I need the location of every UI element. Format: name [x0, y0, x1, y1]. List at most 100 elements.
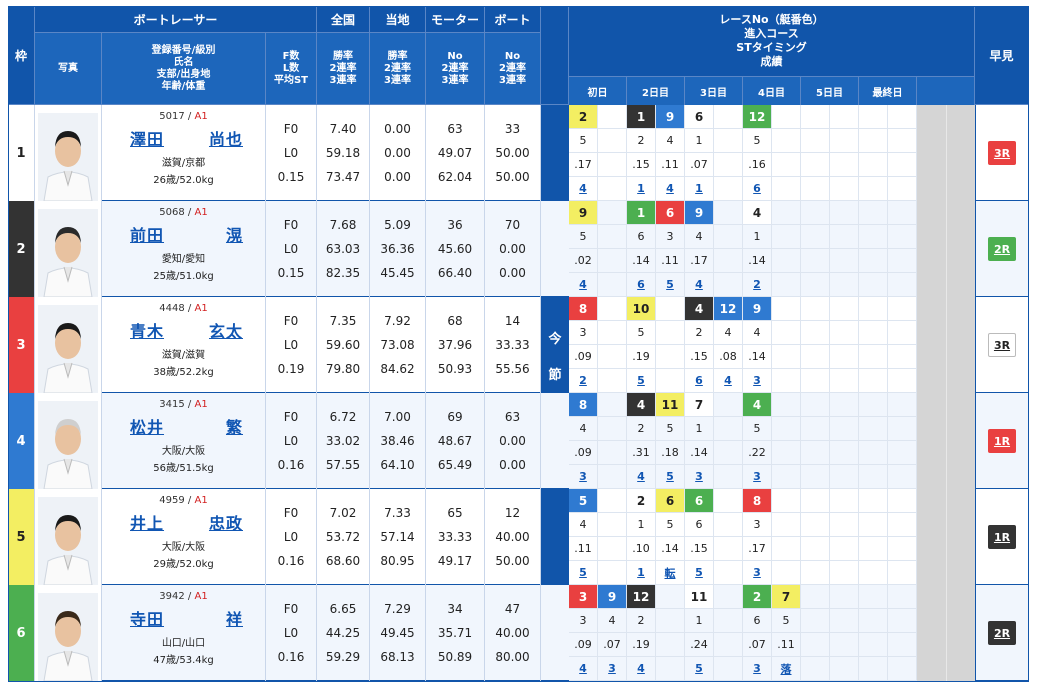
race-cell — [830, 297, 859, 321]
motor-stats: 63 49.07 62.04 — [426, 105, 485, 201]
race-cell — [888, 177, 917, 201]
race-cell — [859, 537, 888, 561]
race-cell — [714, 465, 743, 489]
race-number: 3 — [569, 585, 598, 609]
age-weight: 25歳/51.0kg — [153, 271, 214, 282]
race-cell — [772, 465, 801, 489]
race-number: 9 — [685, 201, 714, 225]
branch: 大阪/大阪 — [161, 446, 206, 457]
hayami-button[interactable]: 1R — [988, 429, 1016, 453]
race-result-link[interactable]: 5 — [656, 273, 685, 297]
race-result-link[interactable]: 3 — [743, 561, 772, 585]
fl-stats: F0 L0 0.16 — [266, 489, 317, 585]
race-cell — [714, 633, 743, 657]
race-result-link[interactable]: 4 — [569, 657, 598, 681]
race-result-link[interactable]: 4 — [627, 465, 656, 489]
race-number: 6 — [656, 489, 685, 513]
day-header-5: 5日目 — [801, 77, 859, 105]
race-cell — [859, 417, 888, 441]
race-result-link[interactable]: 5 — [569, 561, 598, 585]
race-result-link[interactable]: 3 — [743, 369, 772, 393]
race-result-link[interactable]: 2 — [743, 273, 772, 297]
race-cell — [830, 225, 859, 249]
racer-name-link[interactable]: 井上 忠政 — [130, 514, 243, 533]
race-cell — [888, 129, 917, 153]
race-result-link[interactable]: 6 — [627, 273, 656, 297]
race-result-link[interactable]: 3 — [598, 657, 627, 681]
race-cell — [859, 489, 888, 513]
hayami-button[interactable]: 2R — [988, 621, 1016, 645]
race-course: 3 — [569, 609, 598, 633]
race-cell — [888, 537, 917, 561]
race-cell — [859, 177, 888, 201]
race-result-link[interactable]: 3 — [743, 465, 772, 489]
branch: 山口/山口 — [161, 638, 206, 649]
race-st: .31 — [627, 441, 656, 465]
race-result-link[interactable]: 4 — [627, 657, 656, 681]
hayami-button[interactable]: 2R — [988, 237, 1016, 261]
race-result-link[interactable]: 3 — [685, 465, 714, 489]
race-st: .22 — [743, 441, 772, 465]
race-result-link[interactable]: 4 — [569, 273, 598, 297]
touchi-stats: 7.92 73.08 84.62 — [370, 297, 426, 393]
race-cell — [714, 153, 743, 177]
race-cell — [830, 201, 859, 225]
race-result-link[interactable]: 3 — [569, 465, 598, 489]
touchi-stats: 7.00 38.46 64.10 — [370, 393, 426, 489]
branch: 滋賀/滋賀 — [161, 350, 206, 361]
race-result-link[interactable]: 1 — [627, 177, 656, 201]
racer-photo — [35, 297, 102, 393]
race-course: 4 — [685, 225, 714, 249]
race-course: 3 — [743, 513, 772, 537]
racer-name-link[interactable]: 青木 玄太 — [130, 322, 243, 341]
race-st: .17 — [743, 537, 772, 561]
race-result-link[interactable]: 落 — [772, 657, 801, 681]
race-cell — [772, 129, 801, 153]
hayami-button[interactable]: 3R — [988, 141, 1016, 165]
race-course: 2 — [627, 417, 656, 441]
race-cell — [598, 201, 627, 225]
race-cell — [830, 585, 859, 609]
race-cell — [772, 489, 801, 513]
race-result-link[interactable]: 5 — [685, 657, 714, 681]
race-result-link[interactable]: 4 — [569, 177, 598, 201]
race-result-link[interactable]: 5 — [656, 465, 685, 489]
race-cell — [772, 321, 801, 345]
zenkoku-stats: 7.68 63.03 82.35 — [317, 201, 370, 297]
waku-number: 2 — [8, 201, 35, 297]
race-cell — [714, 609, 743, 633]
racer-photo-icon — [38, 593, 98, 681]
racer-name-link[interactable]: 松井繁 — [130, 418, 243, 437]
race-result-link[interactable]: 4 — [685, 273, 714, 297]
race-result-link[interactable]: 転 — [656, 561, 685, 585]
hayami-button[interactable]: 1R — [988, 525, 1016, 549]
racer-name-link[interactable]: 前田滉 — [130, 226, 243, 245]
hayami-button[interactable]: 3R — [988, 333, 1016, 357]
racer-name-link[interactable]: 澤田 尚也 — [130, 130, 243, 149]
race-result-link[interactable]: 4 — [656, 177, 685, 201]
race-number: 1 — [627, 105, 656, 129]
race-st: .11 — [656, 153, 685, 177]
race-result-link[interactable]: 4 — [714, 369, 743, 393]
race-result-link[interactable]: 1 — [627, 561, 656, 585]
race-result-link[interactable]: 6 — [743, 177, 772, 201]
race-cell — [598, 273, 627, 297]
race-result-link[interactable]: 2 — [569, 369, 598, 393]
race-result-link[interactable]: 5 — [627, 369, 656, 393]
race-cell — [888, 321, 917, 345]
race-cell — [598, 321, 627, 345]
race-result-link[interactable]: 5 — [685, 561, 714, 585]
race-cell — [859, 105, 888, 129]
race-cell — [656, 633, 685, 657]
race-cell — [772, 225, 801, 249]
race-cell — [714, 273, 743, 297]
waku-number: 4 — [8, 393, 35, 489]
race-cell — [801, 177, 830, 201]
racer-photo — [35, 201, 102, 297]
touchi-stats: 7.33 57.14 80.95 — [370, 489, 426, 585]
race-result-link[interactable]: 6 — [685, 369, 714, 393]
race-st: .15 — [627, 153, 656, 177]
racer-name-link[interactable]: 寺田祥 — [130, 610, 243, 629]
race-result-link[interactable]: 3 — [743, 657, 772, 681]
race-result-link[interactable]: 1 — [685, 177, 714, 201]
